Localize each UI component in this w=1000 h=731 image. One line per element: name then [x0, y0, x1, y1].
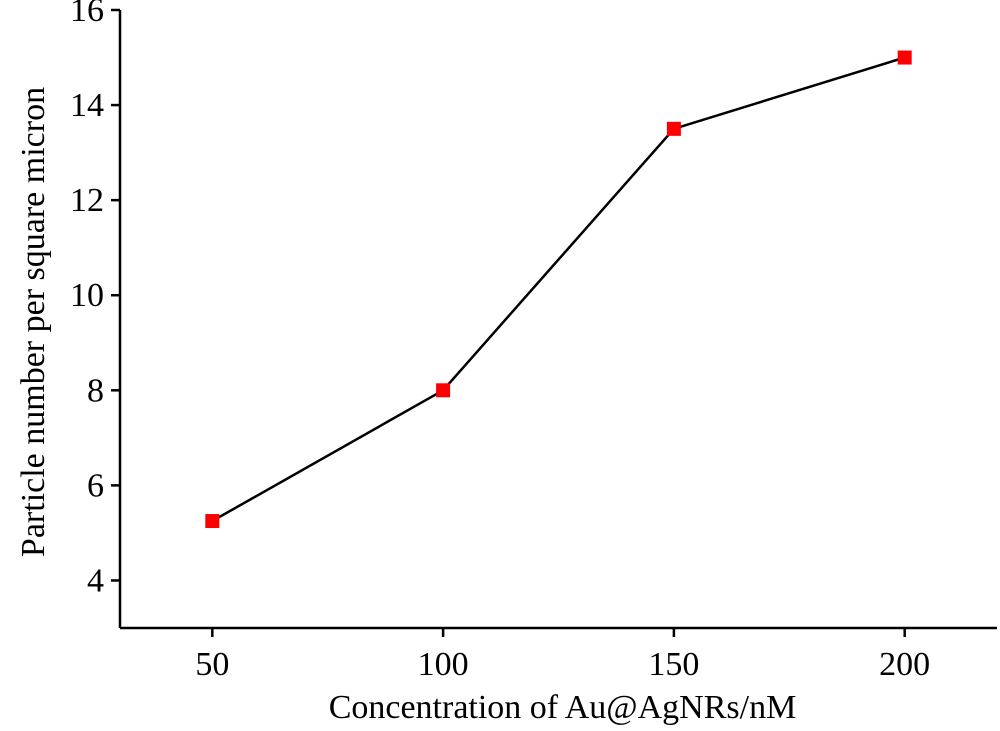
series-line: [211, 56, 906, 523]
y-tick-label: 8: [87, 372, 104, 409]
y-tick-label: 12: [70, 182, 104, 219]
x-tick-label: 200: [879, 646, 930, 683]
x-tick-label: 50: [195, 646, 229, 683]
x-axis-title: Concentration of Au@AgNRs/nM: [329, 689, 797, 726]
y-ticks: 4 6 8 10 12 14 16: [70, 0, 120, 599]
x-tick-label: 150: [648, 646, 699, 683]
data-point-marker: [436, 383, 451, 398]
y-tick-label: 16: [70, 0, 104, 29]
axes: [118, 10, 997, 630]
x-tick-label: 100: [418, 646, 469, 683]
data-point-marker: [666, 121, 681, 136]
x-ticks: 50 100 150 200: [195, 628, 930, 683]
y-tick-label: 10: [70, 277, 104, 314]
y-axis-title: Particle number per square micron: [15, 87, 52, 557]
y-tick-label: 4: [87, 562, 104, 599]
y-tick-label: 6: [87, 467, 104, 504]
y-tick-label: 14: [70, 87, 104, 124]
series-group: [205, 50, 912, 529]
data-point-marker: [897, 50, 912, 65]
data-point-marker: [205, 514, 220, 529]
